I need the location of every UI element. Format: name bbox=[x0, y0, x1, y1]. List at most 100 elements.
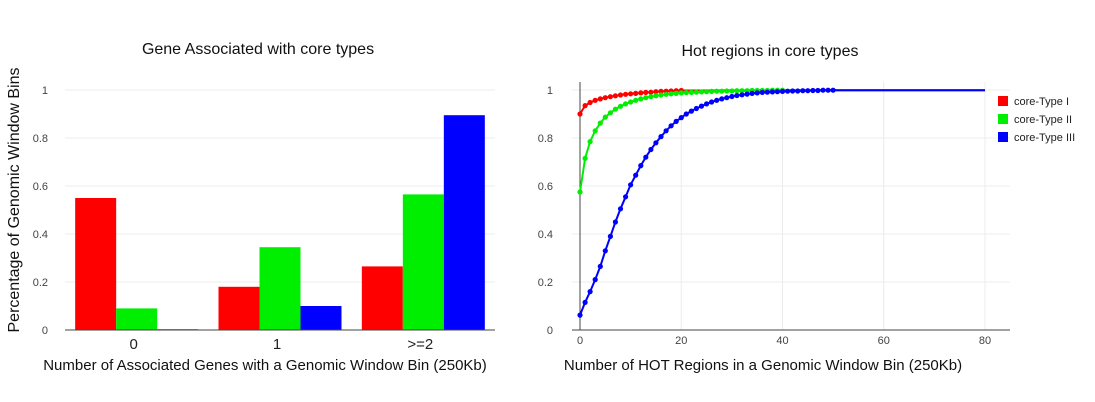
series-2-point-7 bbox=[612, 219, 619, 225]
series-1-point-3 bbox=[592, 128, 598, 134]
legend-swatch-0 bbox=[998, 96, 1008, 106]
series-2-point-6 bbox=[607, 233, 614, 239]
bar-chart-y-tick-label: 0.6 bbox=[33, 181, 48, 193]
series-1-point-10 bbox=[628, 99, 634, 105]
series-0-point-15 bbox=[653, 89, 659, 95]
series-1-point-16 bbox=[658, 92, 664, 98]
series-1-point-17 bbox=[663, 91, 669, 97]
legend-swatch-1 bbox=[998, 114, 1008, 124]
series-1-point-9 bbox=[623, 101, 629, 107]
series-2-point-19 bbox=[673, 118, 679, 124]
series-2-point-44 bbox=[800, 88, 806, 94]
series-1-point-31 bbox=[734, 88, 740, 94]
series-1-point-22 bbox=[688, 89, 695, 95]
bar-chart-y-tick-label: 0 bbox=[42, 325, 48, 337]
series-2-point-34 bbox=[749, 90, 755, 96]
series-1-point-2 bbox=[587, 139, 593, 145]
series-2-point-41 bbox=[785, 88, 791, 94]
series-1-point-21 bbox=[683, 90, 689, 96]
bar-1-1 bbox=[259, 247, 301, 330]
series-2-point-12 bbox=[638, 163, 644, 169]
line-chart-x-tick-label: 0 bbox=[577, 335, 583, 347]
line-chart-y-tick-label: 0.4 bbox=[538, 229, 553, 241]
series-2-point-30 bbox=[729, 93, 735, 100]
line-chart-gridlines bbox=[572, 82, 1010, 330]
series-2-point-36 bbox=[759, 89, 765, 95]
series-1-point-20 bbox=[678, 90, 684, 96]
line-chart-y-tick-label: 1 bbox=[547, 85, 553, 97]
series-2-point-16 bbox=[658, 134, 664, 140]
series-2-point-8 bbox=[617, 206, 624, 212]
series-2-point-5 bbox=[602, 248, 608, 254]
line-chart-hot-regions: 00.20.40.60.81 0 20 40 60 80 core-Type Icore… bbox=[538, 43, 1075, 374]
series-2-point-31 bbox=[734, 92, 740, 99]
series-2-point-28 bbox=[719, 96, 725, 102]
series-1-point-29 bbox=[724, 88, 730, 94]
series-2-point-49 bbox=[825, 87, 831, 93]
series-2 bbox=[577, 87, 985, 318]
line-chart-y-tick-label: 0.2 bbox=[538, 277, 553, 289]
series-2-point-4 bbox=[597, 263, 603, 269]
series-0 bbox=[577, 87, 986, 117]
line-chart-title: Hot regions in core types bbox=[682, 43, 859, 60]
series-1-point-28 bbox=[719, 88, 725, 94]
line-chart-legend: core-Type I core-Type II core-Type III bbox=[998, 96, 1075, 144]
series-2-point-25 bbox=[704, 101, 710, 107]
series-0-point-10 bbox=[628, 91, 634, 97]
series-2-point-21 bbox=[683, 111, 689, 117]
series-2-point-46 bbox=[810, 87, 816, 94]
line-chart-y-tick-label: 0.6 bbox=[538, 181, 553, 193]
series-2-point-26 bbox=[709, 99, 715, 105]
series-2-point-0 bbox=[577, 312, 583, 318]
line-chart-x-tick-label: 80 bbox=[979, 335, 991, 347]
series-2-point-17 bbox=[663, 128, 669, 134]
series-2-point-39 bbox=[774, 89, 781, 95]
line-chart-y-tick-label: 0 bbox=[547, 325, 553, 337]
series-2-point-40 bbox=[779, 88, 786, 94]
series-1-point-6 bbox=[607, 110, 614, 116]
series-0-point-2 bbox=[587, 99, 593, 106]
series-2-point-27 bbox=[714, 97, 720, 103]
series-1-point-5 bbox=[602, 114, 608, 120]
series-2-point-10 bbox=[628, 182, 634, 188]
series-0-point-3 bbox=[592, 97, 598, 103]
series-2-point-45 bbox=[805, 88, 811, 94]
legend-label-2: core-Type III bbox=[1014, 132, 1075, 144]
series-1-point-11 bbox=[633, 97, 639, 103]
bar-chart-x-tick-label: 0 bbox=[129, 336, 137, 353]
legend-swatch-2 bbox=[998, 132, 1008, 142]
series-2-point-43 bbox=[795, 88, 801, 94]
bar-chart-y-tick-label: 0.4 bbox=[33, 229, 48, 241]
bar-chart-y-tick-label: 0.2 bbox=[33, 277, 48, 289]
bar-chart-x-tick-label: 1 bbox=[273, 336, 281, 353]
bar-chart-y-tick-label: 1 bbox=[42, 85, 48, 97]
bar-2-2 bbox=[443, 115, 485, 330]
series-1-point-25 bbox=[704, 89, 710, 95]
bar-chart-title: Gene Associated with core types bbox=[142, 41, 374, 58]
legend-label-1: core-Type II bbox=[1014, 114, 1072, 126]
series-2-point-2 bbox=[587, 289, 593, 295]
series-0-point-5 bbox=[602, 95, 608, 101]
series-2-point-11 bbox=[633, 172, 639, 178]
bar-1-0 bbox=[218, 286, 260, 330]
legend-label-0: core-Type I bbox=[1014, 96, 1069, 108]
bar-chart-x-tick-label: >=2 bbox=[407, 336, 433, 353]
line-chart-series bbox=[577, 87, 986, 318]
line-chart-y-tick-label: 0.8 bbox=[538, 133, 553, 145]
line-chart-x-tick-label: 20 bbox=[675, 335, 687, 347]
series-1-point-8 bbox=[617, 103, 624, 109]
bar-chart-y-ticks: 0 0.2 0.4 0.6 0.8 1 bbox=[33, 85, 48, 337]
bar-0-0 bbox=[75, 198, 117, 330]
series-1-point-15 bbox=[653, 93, 659, 99]
series-2-point-23 bbox=[693, 105, 700, 112]
series-2-point-15 bbox=[653, 140, 659, 146]
series-1-point-23 bbox=[693, 89, 700, 95]
series-2-point-50 bbox=[830, 87, 836, 93]
series-1-point-4 bbox=[597, 120, 603, 126]
series-2-point-3 bbox=[592, 277, 598, 283]
bar-chart-gene-associated: 0 0.2 0.4 0.6 0.8 1 0 1 >=2 Gene Associated wit… bbox=[6, 41, 495, 374]
series-0-point-7 bbox=[612, 93, 619, 99]
series-2-point-42 bbox=[790, 88, 796, 94]
series-2-point-9 bbox=[623, 194, 629, 200]
